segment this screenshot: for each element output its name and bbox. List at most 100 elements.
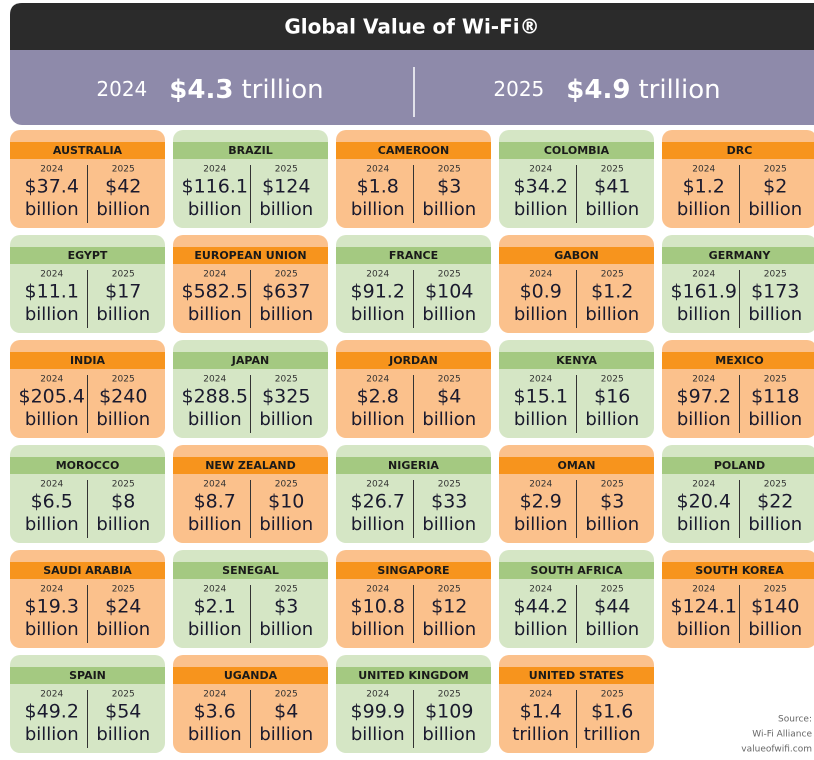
country-name: OMAN	[557, 459, 595, 472]
amount: $33	[431, 491, 467, 513]
unit: billion	[96, 724, 150, 745]
summary-year: 2024	[96, 77, 147, 101]
year: 2024	[203, 375, 226, 385]
year: 2025	[275, 585, 298, 595]
amount: $37.4	[25, 176, 79, 198]
country-name: SOUTH AFRICA	[531, 564, 623, 577]
summary-amount: $4.9	[566, 75, 630, 105]
year: 2024	[529, 165, 552, 175]
country-name: EUROPEAN UNION	[194, 249, 306, 262]
unit: billion	[25, 619, 79, 640]
tile-label-bar	[499, 562, 654, 579]
year: 2025	[438, 165, 461, 175]
amount: $17	[105, 281, 141, 303]
amount: $91.2	[351, 281, 405, 303]
unit: billion	[96, 619, 150, 640]
amount: $22	[757, 491, 793, 513]
year: 2025	[275, 165, 298, 175]
country-name: MOROCCO	[56, 459, 120, 472]
tile-label-bar	[336, 352, 491, 369]
tile-label-bar	[336, 247, 491, 264]
amount: $4	[437, 386, 461, 408]
tile-label-bar	[173, 562, 328, 579]
year: 2025	[438, 270, 461, 280]
unit: billion	[96, 514, 150, 535]
year: 2025	[764, 480, 787, 490]
tile-label-bar	[499, 247, 654, 264]
year: 2024	[529, 585, 552, 595]
unit: billion	[514, 514, 568, 535]
year: 2025	[112, 585, 135, 595]
year: 2025	[112, 375, 135, 385]
amount: $16	[594, 386, 630, 408]
unit: trillion	[512, 724, 569, 745]
tile-label-bar	[173, 457, 328, 474]
year: 2024	[366, 165, 389, 175]
unit: billion	[188, 409, 242, 430]
amount: $140	[751, 596, 799, 618]
year: 2025	[764, 270, 787, 280]
tile-label-bar	[499, 352, 654, 369]
amount: $116.1	[182, 176, 248, 198]
country-name: DRC	[727, 144, 753, 157]
amount: $240	[99, 386, 147, 408]
amount: $11.1	[25, 281, 79, 303]
unit: billion	[188, 199, 242, 220]
country-name: GERMANY	[709, 249, 772, 262]
unit: billion	[351, 619, 405, 640]
year: 2024	[692, 375, 715, 385]
tile-label-bar	[662, 457, 814, 474]
amount: $104	[425, 281, 473, 303]
country-name: UNITED STATES	[529, 669, 624, 682]
tile-label-bar	[662, 247, 814, 264]
tile-label-bar	[10, 457, 165, 474]
country-name: JAPAN	[231, 354, 269, 367]
tile-label-bar	[499, 142, 654, 159]
amount: $2	[763, 176, 787, 198]
year: 2024	[529, 690, 552, 700]
year: 2024	[529, 480, 552, 490]
unit: billion	[422, 514, 476, 535]
year: 2024	[40, 270, 63, 280]
country-name: SENEGAL	[222, 564, 279, 577]
summary-value: 2024 $4.3 trillion	[96, 75, 323, 105]
unit: billion	[514, 409, 568, 430]
unit: billion	[422, 304, 476, 325]
amount: $44	[594, 596, 630, 618]
country-name: NIGERIA	[388, 459, 439, 472]
unit: billion	[96, 409, 150, 430]
tile-label-bar	[173, 247, 328, 264]
summary-unit: trillion	[241, 75, 323, 105]
country-name: FRANCE	[389, 249, 438, 262]
amount: $8	[111, 491, 135, 513]
unit: billion	[677, 304, 731, 325]
amount: $20.4	[677, 491, 731, 513]
unit: billion	[25, 409, 79, 430]
year: 2025	[438, 585, 461, 595]
year: 2024	[203, 690, 226, 700]
year: 2024	[40, 585, 63, 595]
tile-label-bar	[10, 667, 165, 684]
tile-label-bar	[336, 667, 491, 684]
amount: $1.6	[591, 701, 633, 723]
year: 2024	[203, 585, 226, 595]
amount: $124.1	[671, 596, 737, 618]
tile-label-bar	[499, 667, 654, 684]
year: 2024	[40, 690, 63, 700]
country-name: COLOMBIA	[544, 144, 610, 157]
unit: billion	[351, 304, 405, 325]
unit: billion	[188, 619, 242, 640]
year: 2025	[275, 375, 298, 385]
amount: $97.2	[677, 386, 731, 408]
unit: billion	[422, 409, 476, 430]
unit: billion	[677, 514, 731, 535]
tile-label-bar	[173, 352, 328, 369]
year: 2025	[438, 480, 461, 490]
amount: $3	[437, 176, 461, 198]
amount: $1.2	[683, 176, 725, 198]
unit: billion	[748, 199, 802, 220]
unit: billion	[351, 409, 405, 430]
source: valueofwifi.com	[741, 745, 812, 755]
year: 2024	[529, 375, 552, 385]
